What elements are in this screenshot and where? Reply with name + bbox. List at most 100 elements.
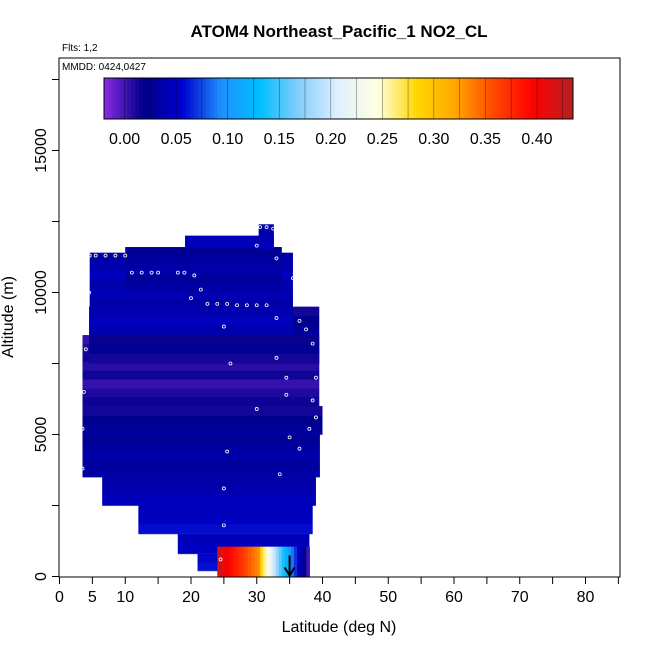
colorbar-cell bbox=[569, 78, 574, 119]
curtain-cell bbox=[82, 443, 320, 453]
colorbar-cell bbox=[127, 78, 132, 119]
colorbar-cell bbox=[565, 78, 570, 119]
colorbar-cell bbox=[275, 78, 281, 119]
colorbar-cell bbox=[412, 78, 418, 119]
colorbar-cell bbox=[541, 78, 547, 119]
x-tick-label: 5 bbox=[88, 589, 97, 606]
colorbar-cell bbox=[178, 78, 183, 119]
surface-cell bbox=[217, 546, 221, 577]
colorbar-tick-label: 0.15 bbox=[264, 131, 295, 148]
curtain-cell bbox=[89, 298, 293, 309]
colorbar-tick-label: 0.10 bbox=[212, 131, 243, 148]
surface-cell bbox=[251, 546, 255, 577]
colorbar-cell bbox=[393, 78, 398, 119]
colorbar-cell bbox=[444, 78, 449, 119]
colorbar-cell bbox=[385, 78, 390, 119]
colorbar: 0.00 0.05 0.10 0.15 0.20 0.25 0.30 0.35 0.40 bbox=[103, 77, 574, 148]
colorbar-cell bbox=[143, 78, 148, 119]
colorbar-cell bbox=[272, 78, 277, 119]
y-tick-label: 0 bbox=[33, 572, 50, 581]
colorbar-cell bbox=[342, 78, 347, 119]
curtain-cell bbox=[82, 379, 320, 389]
curtain-cell bbox=[89, 335, 320, 346]
colorbar-tick-label: 0.00 bbox=[109, 131, 140, 148]
curtain-cell bbox=[89, 289, 293, 299]
colorbar-cell bbox=[229, 78, 234, 119]
curtain-cell bbox=[82, 388, 320, 398]
x-tick-label: 20 bbox=[182, 589, 200, 606]
surface-cell bbox=[281, 546, 286, 577]
colorbar-cell bbox=[252, 78, 257, 119]
flight-point bbox=[297, 446, 302, 451]
colorbar-cell bbox=[189, 78, 195, 119]
flight-track-layer bbox=[80, 225, 318, 562]
flight-point bbox=[291, 276, 295, 281]
colorbar-cell bbox=[463, 78, 468, 119]
curtain-cell bbox=[82, 361, 320, 372]
surface-cell bbox=[257, 546, 261, 577]
colorbar-cell bbox=[479, 78, 484, 119]
colorbar-cell bbox=[311, 78, 316, 119]
colorbar-cell bbox=[436, 78, 441, 119]
colorbar-cell bbox=[322, 78, 328, 119]
surface-cell bbox=[278, 546, 283, 577]
flight-point bbox=[310, 398, 315, 403]
colorbar-cell bbox=[115, 78, 121, 119]
x-axis: 0 5 10 20 30 40 50 60 70 80 bbox=[55, 577, 619, 606]
y-tick-label: 15000 bbox=[33, 128, 50, 173]
curtain-cell bbox=[258, 232, 274, 242]
flight-point bbox=[205, 301, 210, 306]
x-tick-label: 80 bbox=[577, 589, 595, 606]
surface-cell bbox=[303, 546, 307, 577]
flight-point bbox=[189, 296, 193, 301]
colorbar-cell bbox=[123, 78, 128, 119]
curtain-cell bbox=[82, 415, 323, 426]
flight-point bbox=[284, 375, 289, 380]
surface-cell bbox=[306, 546, 310, 577]
colorbar-cell bbox=[537, 78, 543, 119]
x-tick-label: 30 bbox=[248, 589, 266, 606]
flight-point bbox=[277, 472, 282, 477]
arrow-head bbox=[283, 566, 296, 578]
colorbar-cell bbox=[381, 78, 386, 119]
curtain-cell bbox=[185, 235, 274, 246]
colorbar-cell bbox=[506, 78, 511, 119]
colorbar-tick-label: 0.05 bbox=[161, 131, 192, 148]
x-tick-label: 50 bbox=[379, 589, 397, 606]
colorbar-cell bbox=[455, 78, 461, 119]
colorbar-cell bbox=[244, 78, 250, 119]
colorbar-cell bbox=[334, 78, 339, 119]
curtain-cell bbox=[138, 514, 313, 525]
colorbar-cell bbox=[397, 78, 402, 119]
colorbar-cell bbox=[174, 78, 179, 119]
colorbar-cell bbox=[369, 78, 375, 119]
x-tick-label: 40 bbox=[314, 589, 332, 606]
colorbar-cell bbox=[283, 78, 289, 119]
colorbar-cell bbox=[424, 78, 429, 119]
colorbar-cell bbox=[346, 78, 351, 119]
surface-cell bbox=[254, 546, 258, 577]
colorbar-cell bbox=[166, 78, 171, 119]
curtain-cell bbox=[82, 397, 320, 407]
colorbar-cell bbox=[494, 78, 500, 119]
surface-cell bbox=[238, 546, 243, 577]
surface-cell bbox=[220, 546, 225, 577]
flight-point bbox=[182, 270, 187, 275]
colorbar-cell bbox=[111, 78, 117, 119]
flight-point bbox=[103, 253, 108, 258]
colorbar-cell bbox=[205, 78, 211, 119]
flight-point bbox=[87, 253, 92, 258]
surface-cell bbox=[266, 546, 271, 577]
flight-point bbox=[225, 449, 230, 454]
surface-cell bbox=[241, 546, 246, 577]
colorbar-cell bbox=[326, 78, 332, 119]
colorbar-cell bbox=[150, 78, 156, 119]
colorbar-cell bbox=[526, 78, 531, 119]
colorbar-cell bbox=[467, 78, 472, 119]
colorbar-cell bbox=[104, 78, 109, 119]
x-axis-label: Latitude (deg N) bbox=[282, 619, 397, 636]
flight-point bbox=[244, 303, 249, 308]
colorbar-cell bbox=[420, 78, 425, 119]
surface-cell bbox=[226, 546, 231, 577]
